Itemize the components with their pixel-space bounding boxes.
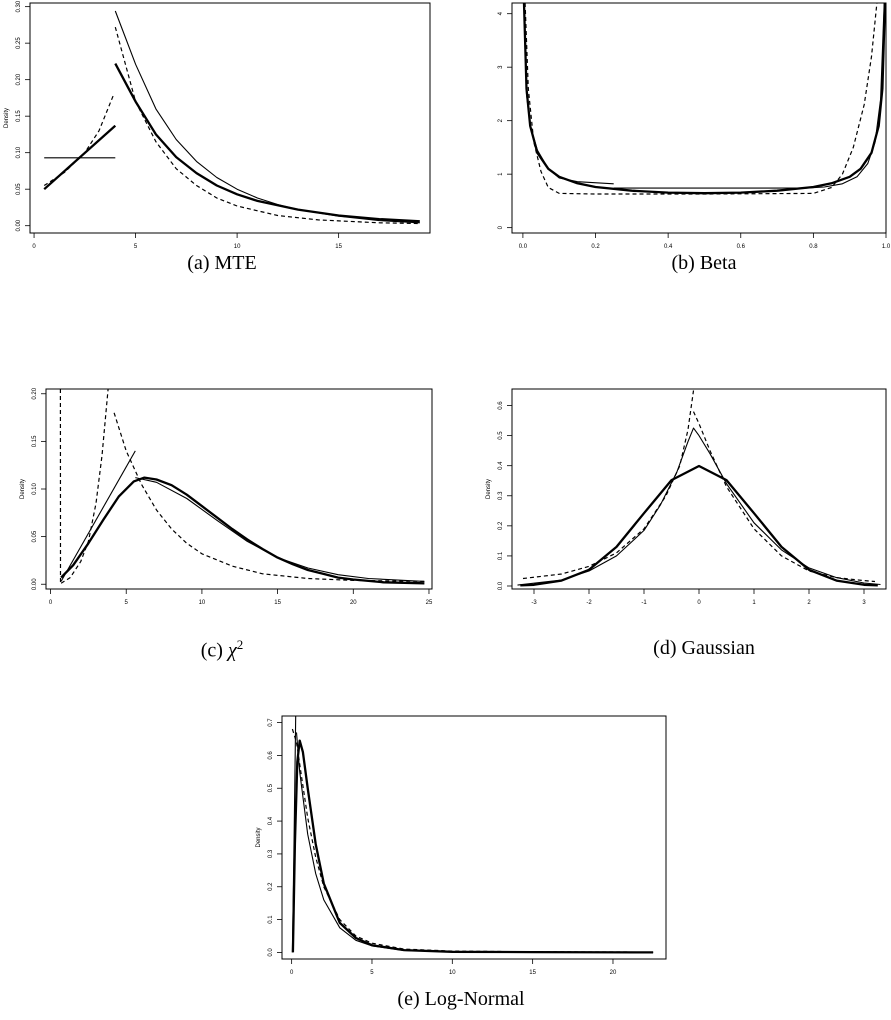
y-tick-label: 0.2 <box>498 521 504 530</box>
series-dashed-line <box>113 412 425 582</box>
y-axis-label: Density <box>20 479 26 499</box>
caption-chi-squared: (c) χ2 <box>200 637 244 662</box>
series-solid-line <box>517 427 881 586</box>
x-tick-label: -1 <box>641 600 647 606</box>
caption-gaussian: (d) Gaussian <box>653 637 755 659</box>
x-tick-label: 5 <box>125 600 129 606</box>
y-tick-label: 0.0 <box>498 581 504 590</box>
series-thick-line <box>522 3 886 195</box>
x-tick-label: 1.0 <box>882 244 891 250</box>
series-thick-line <box>520 464 878 587</box>
series-thick-line <box>60 476 425 585</box>
series-dashed-line <box>524 3 878 195</box>
series-dashed-line <box>114 26 420 225</box>
y-tick-label: 0.05 <box>16 183 22 195</box>
y-tick-label: 0.3 <box>268 849 274 858</box>
series-solid-line <box>60 450 136 582</box>
series-thick-line <box>114 63 420 223</box>
series-group <box>59 389 425 585</box>
series-dashed-line <box>60 389 109 584</box>
y-tick-label: 0.4 <box>268 816 274 825</box>
y-tick-label: 0.20 <box>16 73 22 85</box>
y-tick-label: 0.15 <box>16 110 22 122</box>
series-dashed-line <box>43 95 114 187</box>
x-tick-label: 0 <box>697 600 701 606</box>
series-group <box>43 10 420 225</box>
series-group <box>291 716 654 954</box>
plot-frame <box>511 2 887 234</box>
plot-frame <box>29 2 431 234</box>
caption-mte: (a) MTE <box>187 252 257 274</box>
x-tick-label: -3 <box>531 600 537 606</box>
x-tick-label: 20 <box>350 600 357 606</box>
x-tick-label: 0.8 <box>809 244 818 250</box>
y-tick-label: 0.5 <box>268 783 274 792</box>
series-dashed-line <box>522 390 695 580</box>
y-tick-label: 0.10 <box>32 483 38 495</box>
y-tick-label: 0.10 <box>16 146 22 158</box>
y-tick-label: 0.00 <box>32 578 38 590</box>
x-tick-label: 2 <box>807 600 811 606</box>
x-tick-label: 0.0 <box>519 244 528 250</box>
series-solid-line <box>295 732 654 953</box>
y-tick-label: 0.1 <box>268 915 274 924</box>
x-tick-label: 5 <box>370 970 374 976</box>
caption-log-normal: (e) Log-Normal <box>397 988 525 1010</box>
y-tick-label: 0.7 <box>268 718 274 727</box>
y-tick-label: 3 <box>498 65 504 69</box>
y-tick-label: 0.1 <box>498 551 504 560</box>
series-thick-line <box>291 739 654 954</box>
y-tick-label: 0.30 <box>16 0 22 12</box>
series-solid-line <box>613 3 885 189</box>
plot-frame <box>281 715 667 960</box>
x-tick-label: -2 <box>586 600 592 606</box>
series-dashed-line <box>291 728 654 953</box>
x-tick-label: 25 <box>426 600 433 606</box>
y-axis-label: Density <box>256 827 262 847</box>
x-tick-label: 0.6 <box>737 244 746 250</box>
x-tick-label: 15 <box>529 970 536 976</box>
y-axis-label: Density <box>4 108 10 128</box>
x-tick-label: 0 <box>32 244 36 250</box>
series-group <box>522 3 886 195</box>
y-tick-label: 0.5 <box>498 431 504 440</box>
y-tick-label: 0.00 <box>16 219 22 231</box>
y-tick-label: 4 <box>498 11 504 15</box>
y-tick-label: 0.6 <box>268 751 274 760</box>
y-tick-label: 0 <box>498 225 504 229</box>
y-tick-label: 0.20 <box>32 387 38 399</box>
y-tick-label: 1 <box>498 172 504 176</box>
x-tick-label: 0 <box>49 600 53 606</box>
x-tick-label: 10 <box>449 970 456 976</box>
x-tick-label: 1 <box>752 600 756 606</box>
x-tick-label: 20 <box>610 970 617 976</box>
caption-beta: (b) Beta <box>671 252 737 274</box>
y-axis-label: Density <box>486 479 492 499</box>
x-tick-label: 5 <box>134 244 138 250</box>
x-tick-label: 0 <box>290 970 294 976</box>
x-tick-label: 0.2 <box>591 244 600 250</box>
x-tick-label: 15 <box>274 600 281 606</box>
y-tick-label: 0.05 <box>32 530 38 542</box>
y-tick-label: 0.25 <box>16 37 22 49</box>
y-tick-label: 0.2 <box>268 882 274 891</box>
x-tick-label: 10 <box>234 244 241 250</box>
y-tick-label: 2 <box>498 118 504 122</box>
y-tick-label: 0.0 <box>268 948 274 957</box>
x-tick-label: 3 <box>862 600 866 606</box>
y-tick-label: 0.6 <box>498 401 504 410</box>
y-tick-label: 0.15 <box>32 435 38 447</box>
x-tick-label: 15 <box>335 244 342 250</box>
y-tick-label: 0.4 <box>498 461 504 470</box>
y-tick-label: 0.3 <box>498 491 504 500</box>
x-tick-label: 10 <box>199 600 206 606</box>
x-tick-label: 0.4 <box>664 244 673 250</box>
series-group <box>517 390 881 587</box>
